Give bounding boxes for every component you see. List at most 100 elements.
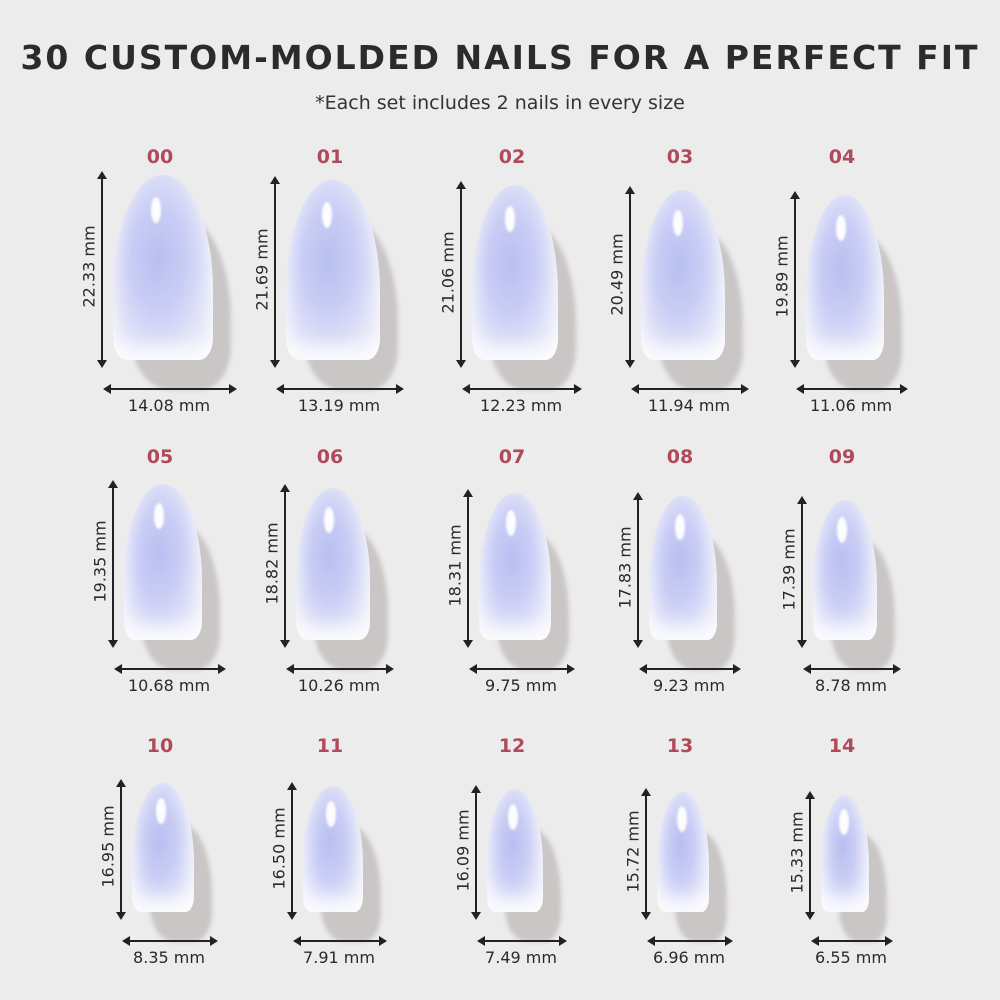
arrowhead-up-icon [107, 480, 118, 489]
nail-image [131, 782, 195, 912]
arrowhead-down-icon [789, 360, 800, 368]
arrowhead-down-icon [279, 640, 290, 648]
arrowhead-down-icon [107, 640, 118, 648]
size-label: 09 [828, 446, 856, 468]
size-label: 11 [316, 735, 344, 757]
arrowhead-down-icon [796, 640, 807, 648]
nail-image [295, 488, 371, 640]
length-label: 19.35 mm [90, 520, 110, 603]
arrowhead-up-icon [115, 778, 126, 787]
size-label: 08 [666, 446, 694, 468]
nail-image [487, 789, 543, 912]
width-arrow [282, 388, 396, 390]
width-label: 11.94 mm [647, 396, 731, 415]
length-arrow [628, 193, 631, 360]
width-arrow [483, 940, 559, 942]
width-arrow [636, 388, 742, 390]
length-label: 17.39 mm [779, 528, 799, 611]
width-arrow [801, 388, 900, 390]
arrowhead-down-icon [471, 912, 482, 920]
size-label: 04 [828, 146, 856, 168]
length-label: 17.83 mm [615, 526, 635, 609]
arrowhead-left-icon [477, 936, 486, 946]
nail-image [805, 194, 884, 360]
arrowhead-left-icon [461, 384, 470, 394]
length-label: 20.49 mm [607, 233, 627, 316]
width-label: 8.78 mm [815, 676, 887, 695]
arrowhead-down-icon [624, 360, 635, 368]
arrowhead-up-icon [463, 488, 474, 497]
length-arrow [637, 500, 640, 640]
arrowhead-up-icon [287, 782, 298, 790]
length-label: 15.72 mm [623, 810, 643, 893]
arrowhead-left-icon [285, 664, 294, 674]
arrowhead-right-icon [885, 936, 894, 946]
arrowhead-right-icon [732, 664, 741, 674]
arrowhead-up-icon [804, 790, 815, 799]
arrowhead-right-icon [893, 664, 902, 674]
nail-image [286, 179, 380, 360]
arrowhead-down-icon [463, 640, 474, 648]
nail-image [649, 496, 717, 640]
arrowhead-up-icon [641, 787, 651, 796]
width-label: 9.23 mm [653, 676, 725, 695]
size-label: 02 [498, 146, 526, 168]
arrowhead-up-icon [270, 175, 281, 184]
nail-image [812, 499, 878, 640]
arrowhead-right-icon [558, 936, 567, 946]
arrowhead-right-icon [574, 384, 583, 394]
length-arrow [475, 793, 478, 912]
arrowhead-down-icon [455, 360, 466, 368]
length-arrow [800, 503, 803, 640]
arrowhead-left-icon [276, 384, 285, 394]
nail-highlight [508, 803, 519, 830]
arrowhead-up-icon [789, 190, 800, 199]
nail-highlight [325, 801, 336, 828]
width-arrow [119, 668, 218, 670]
arrowhead-left-icon [810, 936, 819, 946]
length-label: 21.06 mm [438, 231, 458, 314]
width-label: 13.19 mm [297, 396, 381, 415]
width-label: 9.75 mm [485, 676, 557, 695]
nail-highlight [676, 806, 687, 833]
width-arrow [645, 668, 733, 670]
size-label: 07 [498, 446, 526, 468]
length-arrow [645, 795, 647, 912]
size-label: 01 [316, 146, 344, 168]
nail-image [657, 791, 709, 912]
arrowhead-down-icon [633, 640, 644, 648]
length-label: 16.50 mm [269, 807, 289, 890]
length-arrow [467, 496, 470, 640]
length-arrow [283, 492, 286, 640]
length-label: 19.89 mm [772, 235, 792, 318]
nail-highlight [835, 214, 846, 241]
width-label: 12.23 mm [479, 396, 563, 415]
nail-highlight [153, 502, 164, 529]
width-arrow [808, 668, 894, 670]
size-label: 10 [146, 735, 174, 757]
nail-highlight [321, 201, 332, 228]
arrowhead-right-icon [900, 384, 908, 394]
width-arrow [816, 940, 886, 942]
arrowhead-up-icon [624, 185, 635, 194]
width-label: 7.91 mm [303, 948, 375, 967]
nail-highlight [504, 206, 515, 233]
length-arrow [111, 488, 114, 640]
arrowhead-up-icon [471, 785, 482, 794]
nail-highlight [151, 196, 162, 223]
arrowhead-right-icon [395, 384, 404, 394]
arrowhead-right-icon [210, 936, 219, 946]
arrowhead-left-icon [639, 664, 648, 674]
arrowhead-down-icon [641, 912, 651, 920]
arrowhead-left-icon [469, 664, 478, 674]
nail-highlight [674, 513, 685, 540]
width-arrow [299, 940, 379, 942]
arrowhead-down-icon [804, 912, 815, 920]
arrowhead-up-icon [633, 492, 644, 501]
width-label: 7.49 mm [485, 948, 557, 967]
size-label: 13 [666, 735, 694, 757]
nail-highlight [506, 510, 517, 537]
length-label: 21.69 mm [252, 228, 272, 311]
arrowhead-left-icon [103, 384, 112, 394]
arrowhead-up-icon [455, 181, 466, 190]
